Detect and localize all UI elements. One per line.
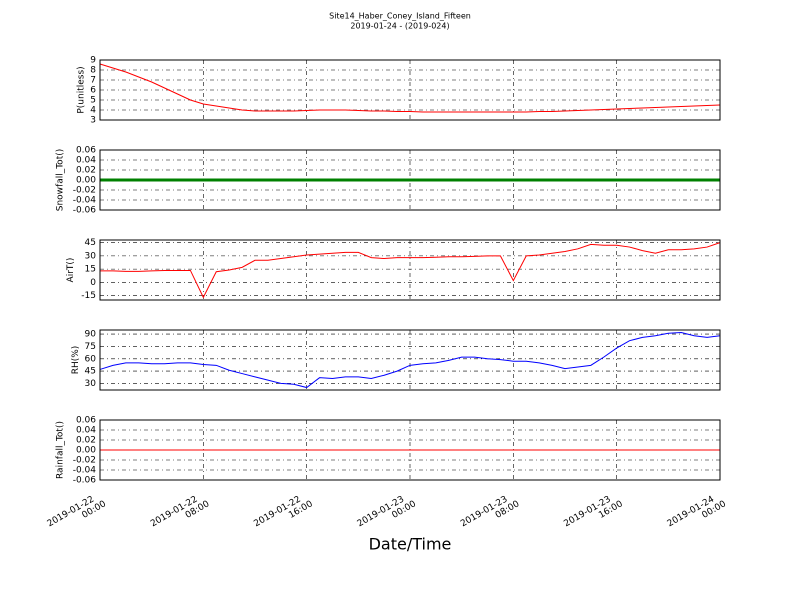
y-tick-label: 45	[85, 367, 96, 377]
x-tick-label: 2019-01-2300:00	[356, 490, 418, 538]
y-tick-label: 30	[85, 251, 97, 261]
y-tick-label: 7	[90, 76, 96, 86]
plot-frame	[99, 149, 721, 211]
y-tick-label: 9	[90, 56, 96, 66]
x-tick-label: 2019-01-2208:00	[149, 490, 211, 538]
y-axis-label: RH(%)	[71, 346, 81, 375]
plot-frame	[99, 239, 721, 301]
x-tick-label: 2019-01-2216:00	[252, 490, 314, 538]
y-tick-label: 75	[85, 342, 96, 352]
y-axis-label: Rainfall_Tot()	[56, 421, 66, 479]
x-tick-label: 2019-01-2308:00	[459, 490, 521, 538]
y-tick-label: -0.02	[73, 456, 96, 466]
y-tick-label: 45	[85, 238, 96, 248]
y-tick-label: 8	[90, 66, 96, 76]
data-line	[99, 331, 721, 389]
data-line	[100, 242, 721, 299]
plot-frame	[99, 419, 721, 481]
y-axis-label: Snowfall_Tot()	[56, 149, 66, 212]
y-tick-label: -15	[81, 291, 96, 301]
plot-frame	[99, 59, 721, 121]
y-axis-label: AirT()	[66, 258, 76, 283]
y-tick-label: -0.02	[73, 186, 96, 196]
y-tick-label: 0.02	[76, 166, 96, 176]
y-tick-label: 0	[90, 278, 96, 288]
y-tick-label: -0.06	[73, 476, 97, 486]
y-tick-label: 30	[85, 379, 97, 389]
y-tick-label: 0.00	[76, 446, 96, 456]
y-tick-label: 6	[90, 86, 96, 96]
y-tick-label: 90	[85, 330, 97, 340]
y-tick-label: 0.04	[76, 426, 96, 436]
y-tick-label: 4	[90, 106, 96, 116]
x-tick-label: 2019-01-2400:00	[666, 490, 728, 538]
y-tick-label: 3	[90, 116, 96, 126]
title: Site14_Haber_Coney_Island_Fifteen	[329, 12, 471, 21]
y-tick-label: -0.04	[73, 466, 97, 476]
y-tick-label: 0.06	[76, 146, 96, 156]
y-tick-label: 0.00	[76, 176, 96, 186]
y-axis-label: P(unitless)	[76, 66, 86, 113]
x-tick-label: 2019-01-2316:00	[562, 490, 624, 538]
y-tick-label: -0.06	[73, 206, 97, 216]
y-tick-label: -0.04	[73, 196, 97, 206]
y-tick-label: 0.06	[76, 416, 96, 426]
y-tick-label: 60	[85, 354, 97, 364]
y-tick-label: 15	[85, 265, 96, 275]
y-tick-label: 0.04	[76, 156, 96, 166]
x-axis-label: Date/Time	[369, 535, 452, 554]
y-tick-label: 5	[90, 96, 96, 106]
plot-frame	[99, 329, 721, 391]
subtitle: 2019-01-24 - (2019-024)	[350, 22, 449, 31]
y-tick-label: 0.02	[76, 436, 96, 446]
x-tick-label: 2019-01-2200:00	[46, 490, 108, 538]
data-line	[99, 63, 721, 113]
